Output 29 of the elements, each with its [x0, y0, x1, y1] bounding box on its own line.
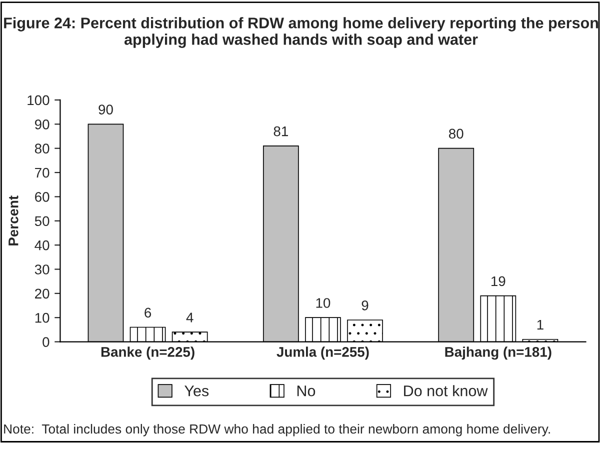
chart-title: Figure 24: Percent distribution of RDW among home delivery reporting the person applying had washed hands with soap and water [4, 17, 598, 48]
y-tick-label: 100 [28, 95, 50, 106]
y-tick-label: 70 [35, 168, 50, 178]
y-tick-label: 10 [35, 312, 50, 323]
text: Note: Total includes only those RDW who had applied to their newborn among home delivery. [4, 424, 550, 436]
data-label: 90 [98, 104, 113, 114]
data-label: 9 [362, 300, 368, 310]
y-tick-label: 40 [34, 240, 50, 250]
y-tick-label: 90 [34, 119, 50, 130]
data-label: 81 [274, 126, 288, 136]
data-label: 6 [144, 308, 152, 318]
data-label: 80 [448, 128, 464, 139]
data-label: 19 [491, 276, 506, 286]
y-tick-label: 50 [34, 216, 50, 226]
legend-label: Do not know [404, 385, 488, 396]
y-tick-label: 20 [35, 288, 50, 299]
y-tick-label: 80 [34, 144, 50, 154]
data-label: 4 [186, 312, 194, 322]
y-tick-label: 30 [34, 264, 50, 274]
y-tick-label: 60 [35, 192, 50, 202]
data-label: 1 [537, 320, 544, 330]
x-tick-label: Banke (n=225) [101, 346, 194, 360]
y-axis-title: Percent [8, 196, 18, 246]
data-label: 10 [316, 298, 330, 308]
x-tick-label: Bajhang (n=181) [445, 346, 552, 360]
y-tick-label: 0 [42, 337, 50, 347]
legend-label: No [297, 386, 316, 396]
legend-label: Yes [184, 386, 209, 396]
x-tick-label: Jumla (n=255) [276, 346, 369, 360]
